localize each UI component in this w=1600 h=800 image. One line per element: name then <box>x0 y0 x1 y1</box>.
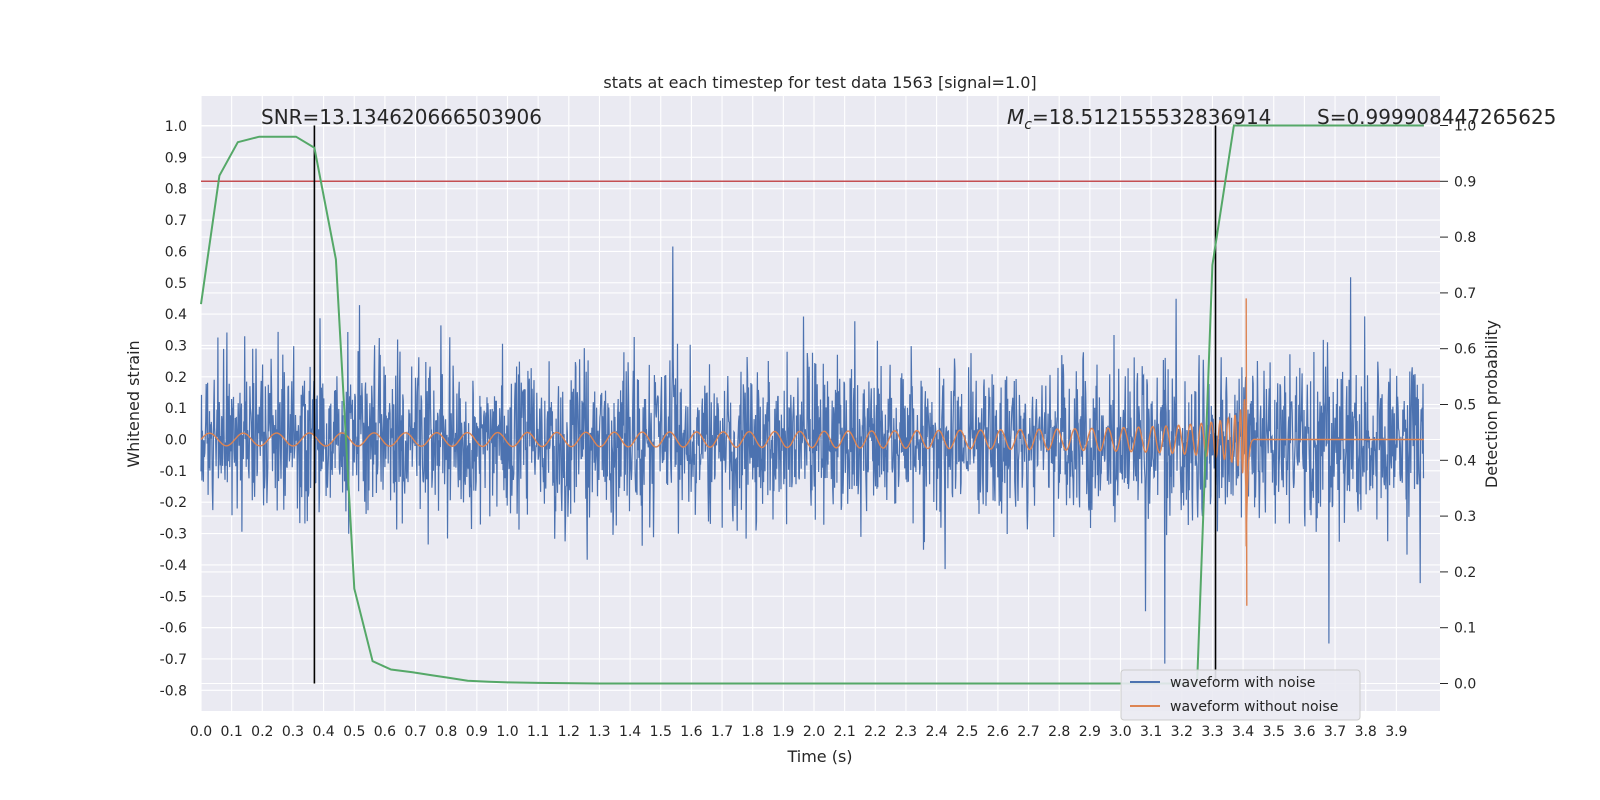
x-tick-label: 0.5 <box>343 724 365 740</box>
x-tick-label: 3.6 <box>1293 724 1315 740</box>
x-tick-label: 2.0 <box>803 724 825 740</box>
y-tick-label: -0.7 <box>160 652 187 668</box>
reference-lines <box>201 125 1440 684</box>
x-tick-label: 3.3 <box>1201 724 1223 740</box>
y-right-tick-label: 0.4 <box>1454 453 1476 469</box>
legend: waveform with noise waveform without noi… <box>1120 669 1361 721</box>
y-tick-label: -0.4 <box>160 558 187 574</box>
x-tick-label: 3.8 <box>1355 724 1377 740</box>
y-tick-label: 1.0 <box>165 119 187 135</box>
y-right-tick-label: 1.0 <box>1454 119 1476 135</box>
x-tick-label: 2.2 <box>864 724 886 740</box>
x-tick-label: 2.7 <box>1017 724 1039 740</box>
y-tick-label: 0.6 <box>165 244 187 260</box>
x-tick-label: 3.7 <box>1324 724 1346 740</box>
waveform-with-noise-line <box>200 246 1425 664</box>
y-tick-label: 0.3 <box>165 338 187 354</box>
y-tick-label: 0.7 <box>165 213 187 229</box>
x-tick-label: 1.7 <box>711 724 733 740</box>
detection-probability-series <box>200 124 1424 685</box>
x-tick-label: 2.4 <box>925 724 947 740</box>
legend-label-clean: waveform without noise <box>1170 699 1338 715</box>
x-tick-label: 1.4 <box>619 724 641 740</box>
chirp-mass-symbol: M <box>1007 105 1024 129</box>
y-tick-label: 0.9 <box>165 150 187 166</box>
x-tick-label: 1.3 <box>588 724 610 740</box>
chirp-mass-annotation: Mc=18.512155532836914 <box>1007 105 1271 133</box>
snr-annotation: SNR=13.134620666503906 <box>261 105 542 129</box>
x-tick-label: 0.2 <box>251 724 273 740</box>
y-right-tick-label: 0.9 <box>1454 174 1476 190</box>
x-tick-label: 0.7 <box>404 724 426 740</box>
x-tick-label: 1.1 <box>527 724 549 740</box>
y-tick-label: 0.4 <box>165 307 187 323</box>
x-tick-label: 0.1 <box>221 724 243 740</box>
legend-box <box>1120 669 1361 721</box>
x-tick-label: 1.9 <box>772 724 794 740</box>
x-axis-label: Time (s) <box>786 747 852 766</box>
x-tick-label: 3.2 <box>1171 724 1193 740</box>
score-annotation: S=0.999908447265625 <box>1317 105 1556 129</box>
y-right-tick-label: 0.3 <box>1454 509 1476 525</box>
waveform-without-noise-line <box>200 298 1424 606</box>
grid <box>200 96 1440 711</box>
x-tick-label: 2.3 <box>895 724 917 740</box>
y-right-tick-label: 0.2 <box>1454 565 1476 581</box>
y-right-tick-label: 0.0 <box>1454 677 1476 693</box>
x-tick-label: 1.6 <box>680 724 702 740</box>
y-right-tick-label: 0.7 <box>1454 286 1476 302</box>
waveform-with-noise-series <box>200 246 1425 664</box>
y-right-tick-label: 0.5 <box>1454 398 1476 414</box>
x-tick-label: 0.0 <box>190 724 212 740</box>
y-tick-label: -0.6 <box>160 621 187 637</box>
x-tick-label: 3.4 <box>1232 724 1254 740</box>
chirp-mass-value: =18.512155532836914 <box>1032 105 1271 129</box>
x-tick-label: 2.5 <box>956 724 978 740</box>
x-tick-label: 0.3 <box>282 724 304 740</box>
x-tick-label: 3.1 <box>1140 724 1162 740</box>
x-tick-label: 2.9 <box>1079 724 1101 740</box>
x-tick-label: 0.4 <box>312 724 334 740</box>
x-tick-label: 2.1 <box>834 724 856 740</box>
x-tick-label: 3.9 <box>1385 724 1407 740</box>
legend-label-noise: waveform with noise <box>1170 675 1315 691</box>
x-tick-label: 1.8 <box>742 724 764 740</box>
x-tick-label: 0.6 <box>374 724 396 740</box>
y-right-tick-label: 0.8 <box>1454 230 1476 246</box>
x-tick-label: 2.8 <box>1048 724 1070 740</box>
detection-probability-line <box>200 124 1424 685</box>
y-tick-label: -0.8 <box>160 683 187 699</box>
y-right-tick-label: 0.6 <box>1454 342 1476 358</box>
x-tick-label: 1.0 <box>496 724 518 740</box>
x-tick-label: 3.0 <box>1109 724 1131 740</box>
y-tick-label: 0.8 <box>165 182 187 198</box>
y-axis-label: Whitened strain <box>124 340 143 467</box>
y-tick-label: 0.0 <box>165 433 187 449</box>
y-axis-right-label: Detection probability <box>1482 320 1501 488</box>
y-tick-label: 0.5 <box>165 276 187 292</box>
x-tick-label: 3.5 <box>1263 724 1285 740</box>
x-tick-label: 1.5 <box>650 724 672 740</box>
y-tick-label: -0.5 <box>160 589 187 605</box>
y-tick-label: -0.3 <box>160 527 187 543</box>
x-tick-label: 0.8 <box>435 724 457 740</box>
chirp-mass-subscript: c <box>1024 117 1032 133</box>
y-tick-label: 0.2 <box>165 370 187 386</box>
y-tick-label: -0.2 <box>160 495 187 511</box>
y-right-tick-label: 0.1 <box>1454 621 1476 637</box>
waveform-without-noise-series <box>200 298 1424 606</box>
ticks: 0.0 0.1 0.2 0.3 0.4 0.5 0.6 0.7 0.8 0.9 1.0 1.1 1.2 1… <box>160 119 1477 741</box>
y-tick-label: 0.1 <box>165 401 187 417</box>
x-tick-label: 2.6 <box>987 724 1009 740</box>
x-tick-label: 0.9 <box>466 724 488 740</box>
x-tick-label: 1.2 <box>558 724 580 740</box>
chart-title: stats at each timestep for test data 156… <box>603 73 1036 92</box>
y-tick-label: -0.1 <box>160 464 187 480</box>
